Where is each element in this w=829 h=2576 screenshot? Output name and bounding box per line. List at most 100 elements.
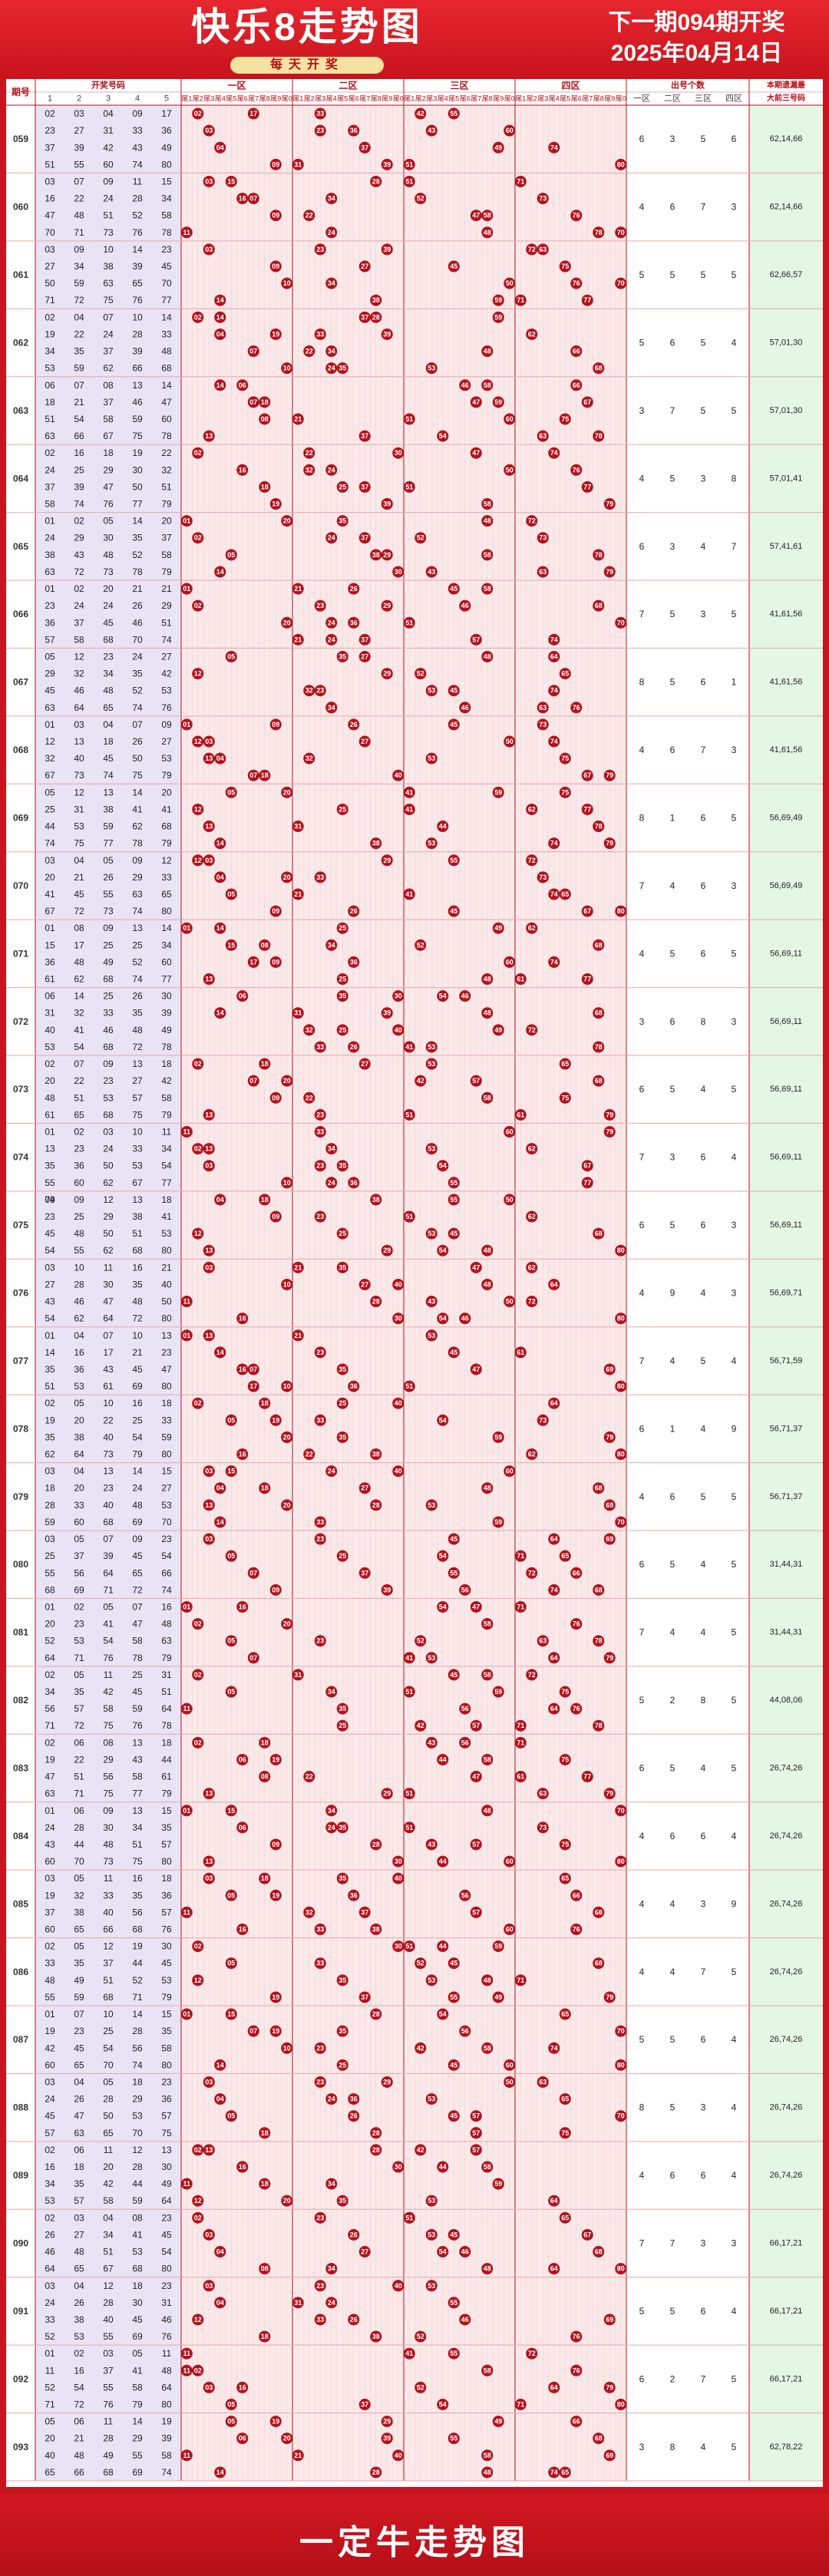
zone-count: 4 [639, 2170, 645, 2181]
ball-number: 32 [306, 1026, 313, 1034]
ball-number: 56 [461, 1586, 469, 1593]
draw-number: 66 [103, 1924, 114, 1935]
ball-number: 72 [528, 517, 536, 525]
ball-number: 44 [439, 1755, 447, 1763]
ball-number: 18 [261, 483, 269, 490]
draw-number: 28 [132, 193, 143, 204]
issue-number: 061 [13, 269, 28, 280]
ball-number: 17 [249, 110, 257, 117]
zone-count: 4 [701, 1423, 706, 1434]
draw-number: 34 [161, 193, 172, 204]
draw-number: 65 [161, 889, 172, 900]
draw-ball [537, 430, 549, 442]
zone-count: 8 [701, 1016, 706, 1027]
draw-number: 02 [45, 1737, 55, 1748]
draw-number: 42 [161, 669, 172, 679]
draw-number: 21 [132, 1347, 143, 1358]
ball-number: 43 [428, 1841, 435, 1848]
draw-number: 02 [74, 583, 84, 594]
draw-number: 18 [74, 2162, 84, 2172]
draw-number: 12 [103, 2280, 114, 2291]
ball-number: 79 [606, 2383, 613, 2391]
draw-number: 44 [132, 2178, 143, 2189]
ball-number: 13 [205, 1247, 213, 1254]
ball-number: 48 [484, 2469, 491, 2476]
draw-number: 05 [45, 2416, 55, 2427]
ball-number: 22 [306, 449, 313, 457]
ball-number: 47 [472, 1773, 480, 1781]
draw-number: 58 [74, 634, 84, 645]
draw-number: 02 [45, 2145, 55, 2155]
ball-number: 19 [272, 1416, 279, 1424]
ball-number: 05 [227, 1416, 235, 1424]
ball-number: 04 [216, 755, 224, 762]
draw-ball [325, 362, 338, 375]
ball-number: 75 [561, 263, 569, 270]
ball-number: 49 [494, 1993, 502, 2001]
issue-number: 064 [13, 473, 28, 484]
ball-number: 54 [439, 2401, 447, 2409]
ball-number: 65 [561, 670, 569, 678]
draw-number: 46 [132, 617, 143, 628]
draw-number: 37 [103, 346, 114, 357]
ball-number: 80 [617, 1247, 625, 1254]
zone-count: 4 [732, 2034, 737, 2045]
draw-number: 23 [161, 2280, 172, 2291]
draw-ball [403, 175, 415, 187]
ball-number: 46 [461, 602, 469, 609]
draw-ball [514, 175, 527, 187]
tail-header: 尾5 [337, 95, 348, 103]
draw-number: 07 [132, 1601, 143, 1612]
draw-ball [247, 107, 259, 120]
ball-number: 30 [395, 1943, 402, 1950]
ball-number: 11 [183, 2452, 190, 2459]
ball-number: 13 [205, 976, 213, 983]
draw-number: 75 [132, 1109, 143, 1120]
ball-number: 25 [339, 924, 346, 932]
ball-number: 47 [472, 1603, 480, 1610]
ball-number: 62 [528, 330, 536, 338]
zone-count: 6 [639, 1559, 645, 1570]
ball-number: 77 [583, 805, 591, 813]
issue-number: 082 [13, 1695, 28, 1706]
draw-number: 12 [74, 787, 84, 798]
draw-number: 58 [103, 414, 114, 424]
draw-number: 80 [161, 1449, 172, 1460]
draw-number: 28 [132, 2162, 143, 2172]
draw-number: 46 [74, 1296, 84, 1307]
ball-number: 53 [428, 1654, 435, 1662]
draw-number: 71 [74, 1788, 84, 1799]
ball-number: 22 [306, 1094, 313, 1101]
draw-ball [615, 158, 627, 170]
missing-top3: 56,71,37 [770, 1424, 803, 1433]
draw-number: 03 [45, 1466, 55, 1477]
draw-number: 02 [74, 1601, 84, 1612]
ball-number: 05 [227, 1891, 235, 1899]
ball-number: 12 [194, 1230, 202, 1237]
ball-number: 35 [339, 1977, 346, 1984]
ball-number: 33 [316, 1043, 324, 1051]
ball-number: 03 [205, 2282, 213, 2290]
draw-number: 34 [74, 261, 84, 272]
ball-number: 39 [383, 160, 391, 168]
draw-number: 60 [74, 1177, 84, 1188]
draw-number: 66 [132, 363, 143, 374]
ball-number: 70 [617, 279, 625, 287]
draw-number: 49 [161, 142, 172, 153]
tail-header: 尾2 [304, 95, 315, 103]
draw-number: 26 [45, 2229, 55, 2240]
ball-number: 50 [506, 738, 514, 745]
ball-number: 77 [583, 1773, 591, 1781]
draw-number: 46 [74, 685, 84, 696]
ball-number: 11 [183, 1298, 190, 1306]
draw-number: 07 [103, 312, 114, 322]
tail-header: 尾8 [482, 95, 493, 103]
zone-count: 4 [732, 2170, 737, 2181]
draw-number: 30 [103, 1822, 114, 1833]
draw-number: 16 [161, 1601, 172, 1612]
draw-number: 13 [132, 1805, 143, 1816]
zone-count: 6 [701, 948, 706, 959]
ball-number: 46 [461, 2316, 469, 2323]
zone-count: 4 [732, 338, 737, 348]
ball-number: 14 [216, 568, 224, 576]
